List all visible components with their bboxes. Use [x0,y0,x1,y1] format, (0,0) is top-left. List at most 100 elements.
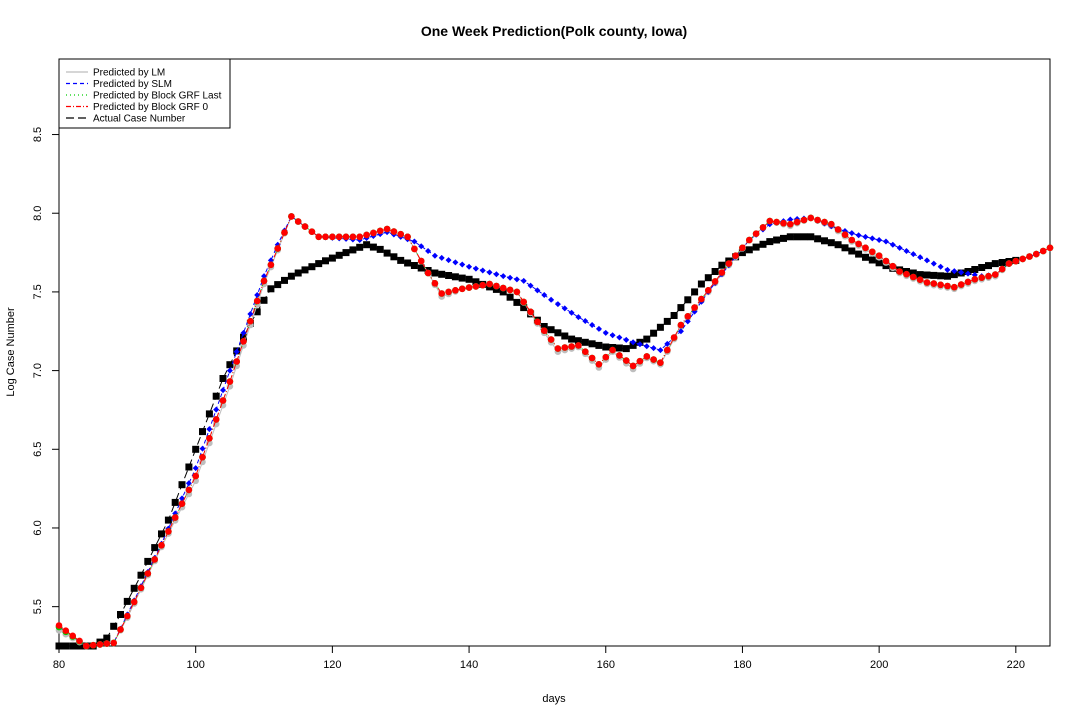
data-point [602,329,609,336]
data-point [417,257,425,265]
data-point [110,639,117,647]
x-tick-label: 200 [870,659,888,671]
data-point [588,340,596,348]
data-point [848,247,856,255]
data-point [472,278,480,286]
data-point [62,642,70,650]
data-point [868,256,876,264]
series-line [58,215,1051,647]
data-point [199,458,206,466]
legend-box [58,58,231,129]
data-point [117,611,124,618]
data-point [1005,260,1013,267]
data-point [985,272,992,280]
data-point [69,632,76,640]
data-point [786,233,794,241]
series-3 [55,213,1054,650]
data-point [691,288,699,296]
data-point [165,528,172,535]
data-point [800,216,808,224]
data-point [862,244,869,252]
data-point [896,268,903,275]
data-point [944,272,951,280]
data-point [595,361,603,368]
data-point [226,378,234,385]
data-point [486,269,493,276]
data-point [1012,257,1020,265]
data-point [130,598,138,606]
data-point [206,439,213,447]
data-point [301,223,309,230]
data-point [206,435,213,442]
data-point [752,230,760,237]
data-point [766,238,774,246]
data-point [294,269,302,277]
x-tick-label: 180 [733,659,751,671]
data-point [773,218,780,226]
data-point [958,269,965,276]
data-point [103,640,111,647]
data-point [158,530,165,538]
data-point [718,269,726,276]
data-point [410,262,418,269]
data-point [507,274,514,281]
data-point [684,313,692,320]
data-point [212,392,220,400]
data-point [971,266,979,273]
data-point [793,233,801,241]
data-point [199,428,206,436]
data-point [123,597,131,605]
data-point [335,233,343,241]
data-point [664,340,671,347]
data-point [923,257,930,264]
data-point [335,251,343,259]
data-point [459,261,466,268]
data-point [691,304,698,311]
data-point [171,514,179,521]
data-point [602,353,610,361]
data-point [828,220,835,228]
y-axis-label: Log Case Number [5,307,17,397]
series-line [59,236,1016,647]
y-tick-label: 8.0 [32,206,44,221]
data-point [991,260,999,268]
data-point [561,332,569,340]
data-point [486,280,493,288]
data-point [944,282,951,290]
data-point [411,238,418,245]
data-point [192,465,199,472]
data-point [130,584,138,592]
data-point [417,264,425,272]
data-point [192,445,200,453]
series-line [58,215,1051,647]
data-point [964,278,972,286]
data-point [438,290,446,297]
data-point [356,233,364,241]
data-point [677,321,685,329]
data-point [363,241,371,249]
data-point [55,642,63,650]
data-point [869,235,876,242]
data-point [438,270,446,278]
data-point [397,256,405,264]
data-point [458,274,466,282]
data-point [1019,255,1026,263]
data-point [178,500,186,508]
data-point [787,216,794,223]
data-point [425,247,432,254]
data-point [212,416,220,423]
data-point [55,622,63,629]
data-point [110,622,118,630]
data-point [643,335,651,343]
data-point [452,259,459,266]
data-point [848,236,856,244]
data-point [704,274,712,282]
data-point [998,265,1006,273]
data-point [520,298,527,306]
plot-frame [58,58,1051,647]
data-point [1033,250,1040,258]
data-point [431,252,438,259]
data-point [629,341,637,349]
data-point [199,453,206,461]
